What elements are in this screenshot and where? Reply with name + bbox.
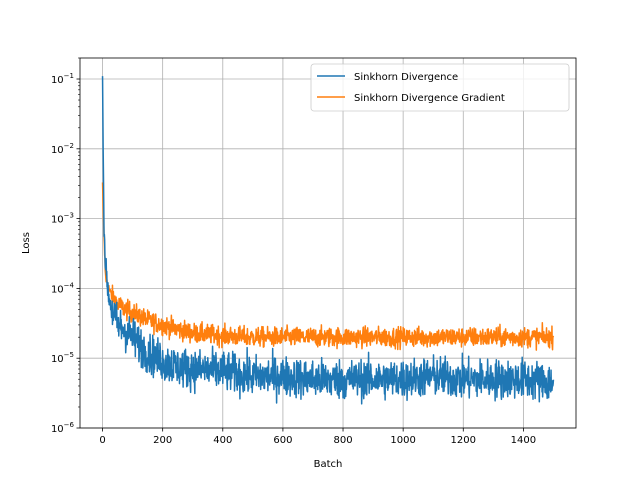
x-axis: 0 200 400 600 800 1000 1200 1400 <box>99 428 536 446</box>
y-tick-label: 10−3 <box>51 212 74 226</box>
plot-frame <box>79 57 577 429</box>
y-axis: 10−6 10−5 10−4 10−3 10−2 10−1 <box>51 57 80 435</box>
x-tick-label: 800 <box>333 435 352 446</box>
y-axis-label: Loss <box>21 232 32 254</box>
legend-frame <box>310 63 570 112</box>
x-axis-label: Batch <box>314 459 343 470</box>
x-tick-label: 1400 <box>511 435 536 446</box>
x-tick-label: 0 <box>99 435 105 446</box>
x-tick-label: 400 <box>213 435 232 446</box>
legend-entry-1: Sinkhorn Divergence Gradient <box>354 93 505 104</box>
x-tick-label: 200 <box>153 435 172 446</box>
series-layer <box>101 76 555 405</box>
series-line-0 <box>101 76 555 405</box>
y-tick-label: 10−6 <box>51 421 75 435</box>
legend: Sinkhorn Divergence Sinkhorn Divergence G… <box>310 63 570 112</box>
y-tick-label: 10−2 <box>51 142 74 156</box>
x-tick-label: 1200 <box>451 435 476 446</box>
legend-entry-0: Sinkhorn Divergence <box>354 72 458 83</box>
series-line-1 <box>101 182 555 351</box>
y-tick-label: 10−5 <box>51 351 74 365</box>
x-tick-label: 1000 <box>390 435 415 446</box>
y-tick-label: 10−1 <box>51 72 74 86</box>
y-tick-label: 10−4 <box>51 281 75 295</box>
x-tick-label: 600 <box>273 435 292 446</box>
